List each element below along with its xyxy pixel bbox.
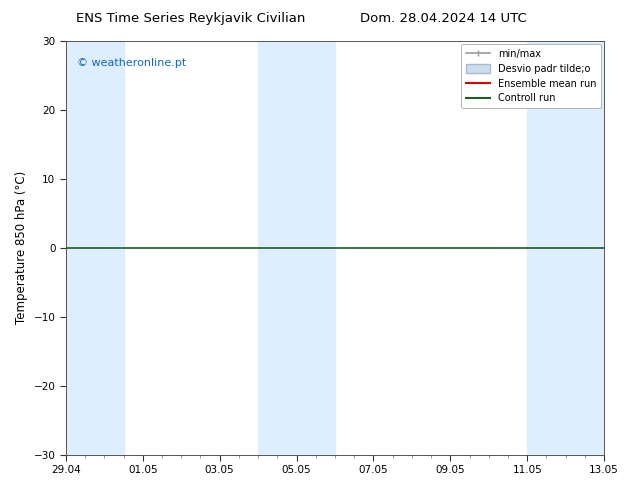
Text: © weatheronline.pt: © weatheronline.pt bbox=[77, 58, 186, 68]
Bar bbox=[66, 41, 124, 455]
Legend: min/max, Desvio padr tilde;o, Ensemble mean run, Controll run: min/max, Desvio padr tilde;o, Ensemble m… bbox=[461, 44, 601, 108]
Y-axis label: Temperature 850 hPa (°C): Temperature 850 hPa (°C) bbox=[15, 171, 28, 324]
Text: Dom. 28.04.2024 14 UTC: Dom. 28.04.2024 14 UTC bbox=[360, 12, 527, 25]
Bar bbox=[258, 41, 335, 455]
Text: ENS Time Series Reykjavik Civilian: ENS Time Series Reykjavik Civilian bbox=[75, 12, 305, 25]
Bar bbox=[527, 41, 604, 455]
